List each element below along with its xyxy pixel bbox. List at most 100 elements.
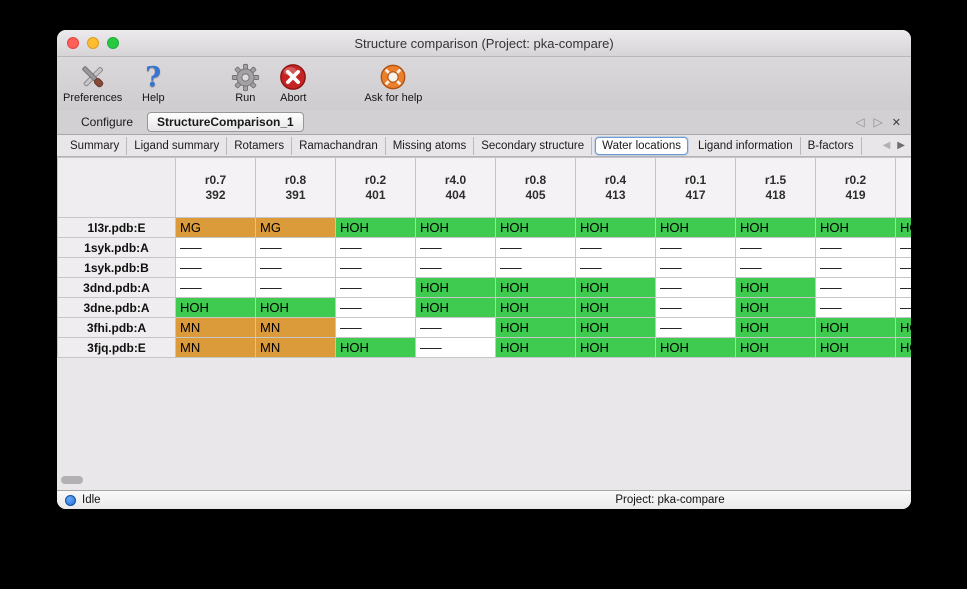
tab-next-icon[interactable]: ▷ (873, 115, 883, 129)
table-cell[interactable]: ––– (655, 317, 736, 338)
table-cell[interactable]: HOH (495, 217, 576, 238)
subtab-summary[interactable]: Summary (63, 136, 128, 155)
subtab-secondary-structure[interactable]: Secondary structure (474, 136, 593, 155)
table-cell[interactable]: ––– (815, 237, 896, 258)
zoom-window-button[interactable] (107, 37, 119, 49)
table-cell[interactable]: ––– (335, 257, 416, 278)
table-cell[interactable]: ––– (895, 237, 911, 258)
tab-close-icon[interactable]: ✕ (891, 116, 901, 129)
table-cell[interactable]: ––– (655, 257, 736, 278)
horizontal-scrollbar-thumb[interactable] (61, 476, 83, 484)
subtab-ligand-summary[interactable]: Ligand summary (127, 136, 228, 155)
row-label-3fhi-pdb-a: 3fhi.pdb:A (57, 317, 176, 338)
table-cell[interactable]: ––– (335, 297, 416, 318)
table-cell[interactable]: ––– (415, 337, 496, 358)
table-cell[interactable]: ––– (415, 237, 496, 258)
table-cell[interactable]: ––– (895, 257, 911, 278)
subtab-missing-atoms[interactable]: Missing atoms (386, 136, 475, 155)
table-cell[interactable]: HOH (575, 317, 656, 338)
subtab-rotamers[interactable]: Rotamers (227, 136, 293, 155)
table-cell[interactable]: ––– (815, 297, 896, 318)
table-cell[interactable]: ––– (255, 257, 336, 278)
table-cell[interactable]: HOH (575, 217, 656, 238)
subtab-ligand-information[interactable]: Ligand information (691, 136, 801, 155)
table-cell[interactable]: ––– (735, 257, 816, 278)
toolbar-button-preferences[interactable]: Preferences (63, 61, 122, 104)
minimize-window-button[interactable] (87, 37, 99, 49)
toolbar-button-run[interactable]: Run (228, 61, 262, 104)
table-cell[interactable]: ––– (655, 237, 736, 258)
table-cell[interactable]: HOH (575, 277, 656, 298)
table-cell[interactable]: HOH (415, 217, 496, 238)
subtab-b-factors[interactable]: B-factors (801, 136, 862, 155)
table-cell[interactable]: ––– (655, 277, 736, 298)
table-cell[interactable]: ––– (255, 237, 336, 258)
table-header-row: r0.7 392 r0.8 391 r0.2 401 r4.0 404 r0.8 405 r0.4 4… (57, 157, 911, 218)
subtab-ramachandran[interactable]: Ramachandran (292, 136, 386, 155)
document-tab-bar: Configure StructureComparison_1 ◁ ▷ ✕ (57, 110, 911, 135)
table-cell[interactable]: ––– (335, 277, 416, 298)
table-cell[interactable]: HOH (655, 217, 736, 238)
table-cell[interactable]: HOH (655, 337, 736, 358)
table-cell[interactable]: ––– (175, 237, 256, 258)
table-cell[interactable]: HOH (415, 277, 496, 298)
table-cell[interactable]: HOH (575, 297, 656, 318)
row-label-1syk-pdb-a: 1syk.pdb:A (57, 237, 176, 258)
table-cell[interactable]: HOH (495, 277, 576, 298)
table-cell[interactable]: ––– (495, 237, 576, 258)
table-cell[interactable]: HOH (815, 337, 896, 358)
table-cell[interactable]: HOH (335, 337, 416, 358)
toolbar-button-abort[interactable]: Abort (276, 61, 310, 104)
table-cell[interactable]: MN (175, 317, 256, 338)
table-cell[interactable]: HOH (735, 297, 816, 318)
tab-structurecomparison-1[interactable]: StructureComparison_1 (147, 112, 304, 132)
table-cell[interactable]: HOH (495, 337, 576, 358)
table-cell[interactable]: HOH (895, 317, 911, 338)
table-cell[interactable]: HOH (575, 337, 656, 358)
table-cell[interactable]: MG (175, 217, 256, 238)
table-cell[interactable]: MN (255, 337, 336, 358)
close-window-button[interactable] (67, 37, 79, 49)
table-cell[interactable]: ––– (655, 297, 736, 318)
table-cell[interactable]: HOH (735, 277, 816, 298)
table-cell[interactable]: ––– (575, 237, 656, 258)
table-cell[interactable]: ––– (335, 237, 416, 258)
table-cell[interactable]: ––– (175, 257, 256, 278)
table-cell[interactable]: ––– (815, 257, 896, 278)
subtab-water-locations[interactable]: Water locations (595, 136, 688, 155)
toolbar-button-help[interactable]: ? Help (136, 61, 170, 105)
table-cell[interactable]: ––– (895, 277, 911, 298)
table-cell[interactable]: HOH (895, 337, 911, 358)
table-cell[interactable]: ––– (415, 317, 496, 338)
table-cell[interactable]: MN (175, 337, 256, 358)
table-cell[interactable]: HOH (815, 317, 896, 338)
table-cell[interactable]: MG (255, 217, 336, 238)
table-cell[interactable]: ––– (895, 297, 911, 318)
table-cell[interactable]: ––– (815, 277, 896, 298)
table-cell[interactable]: HOH (735, 317, 816, 338)
tab-prev-icon[interactable]: ◁ (855, 115, 865, 129)
tab-configure[interactable]: Configure (81, 115, 134, 129)
table-cell[interactable]: ––– (415, 257, 496, 278)
table-cell[interactable]: ––– (735, 237, 816, 258)
toolbar-button-ask-for-help[interactable]: Ask for help (364, 61, 422, 104)
table-cell[interactable]: HOH (335, 217, 416, 238)
table-cell[interactable]: HOH (895, 217, 911, 238)
table-cell[interactable]: HOH (175, 297, 256, 318)
table-cell[interactable]: ––– (335, 317, 416, 338)
table-cell[interactable]: ––– (575, 257, 656, 278)
table-cell[interactable]: HOH (815, 217, 896, 238)
subtab-prev-icon[interactable]: ◀ (882, 140, 891, 151)
table-cell[interactable]: HOH (495, 317, 576, 338)
table-cell[interactable]: HOH (415, 297, 496, 318)
table-cell[interactable]: HOH (255, 297, 336, 318)
table-cell[interactable]: MN (255, 317, 336, 338)
table-cell[interactable]: ––– (175, 277, 256, 298)
subtab-next-icon[interactable]: ▶ (897, 140, 905, 151)
table-cell[interactable]: ––– (495, 257, 576, 278)
table-cell[interactable]: HOH (495, 297, 576, 318)
table-cell[interactable]: ––– (255, 277, 336, 298)
table-cell[interactable]: HOH (735, 337, 816, 358)
table-cell[interactable]: HOH (735, 217, 816, 238)
